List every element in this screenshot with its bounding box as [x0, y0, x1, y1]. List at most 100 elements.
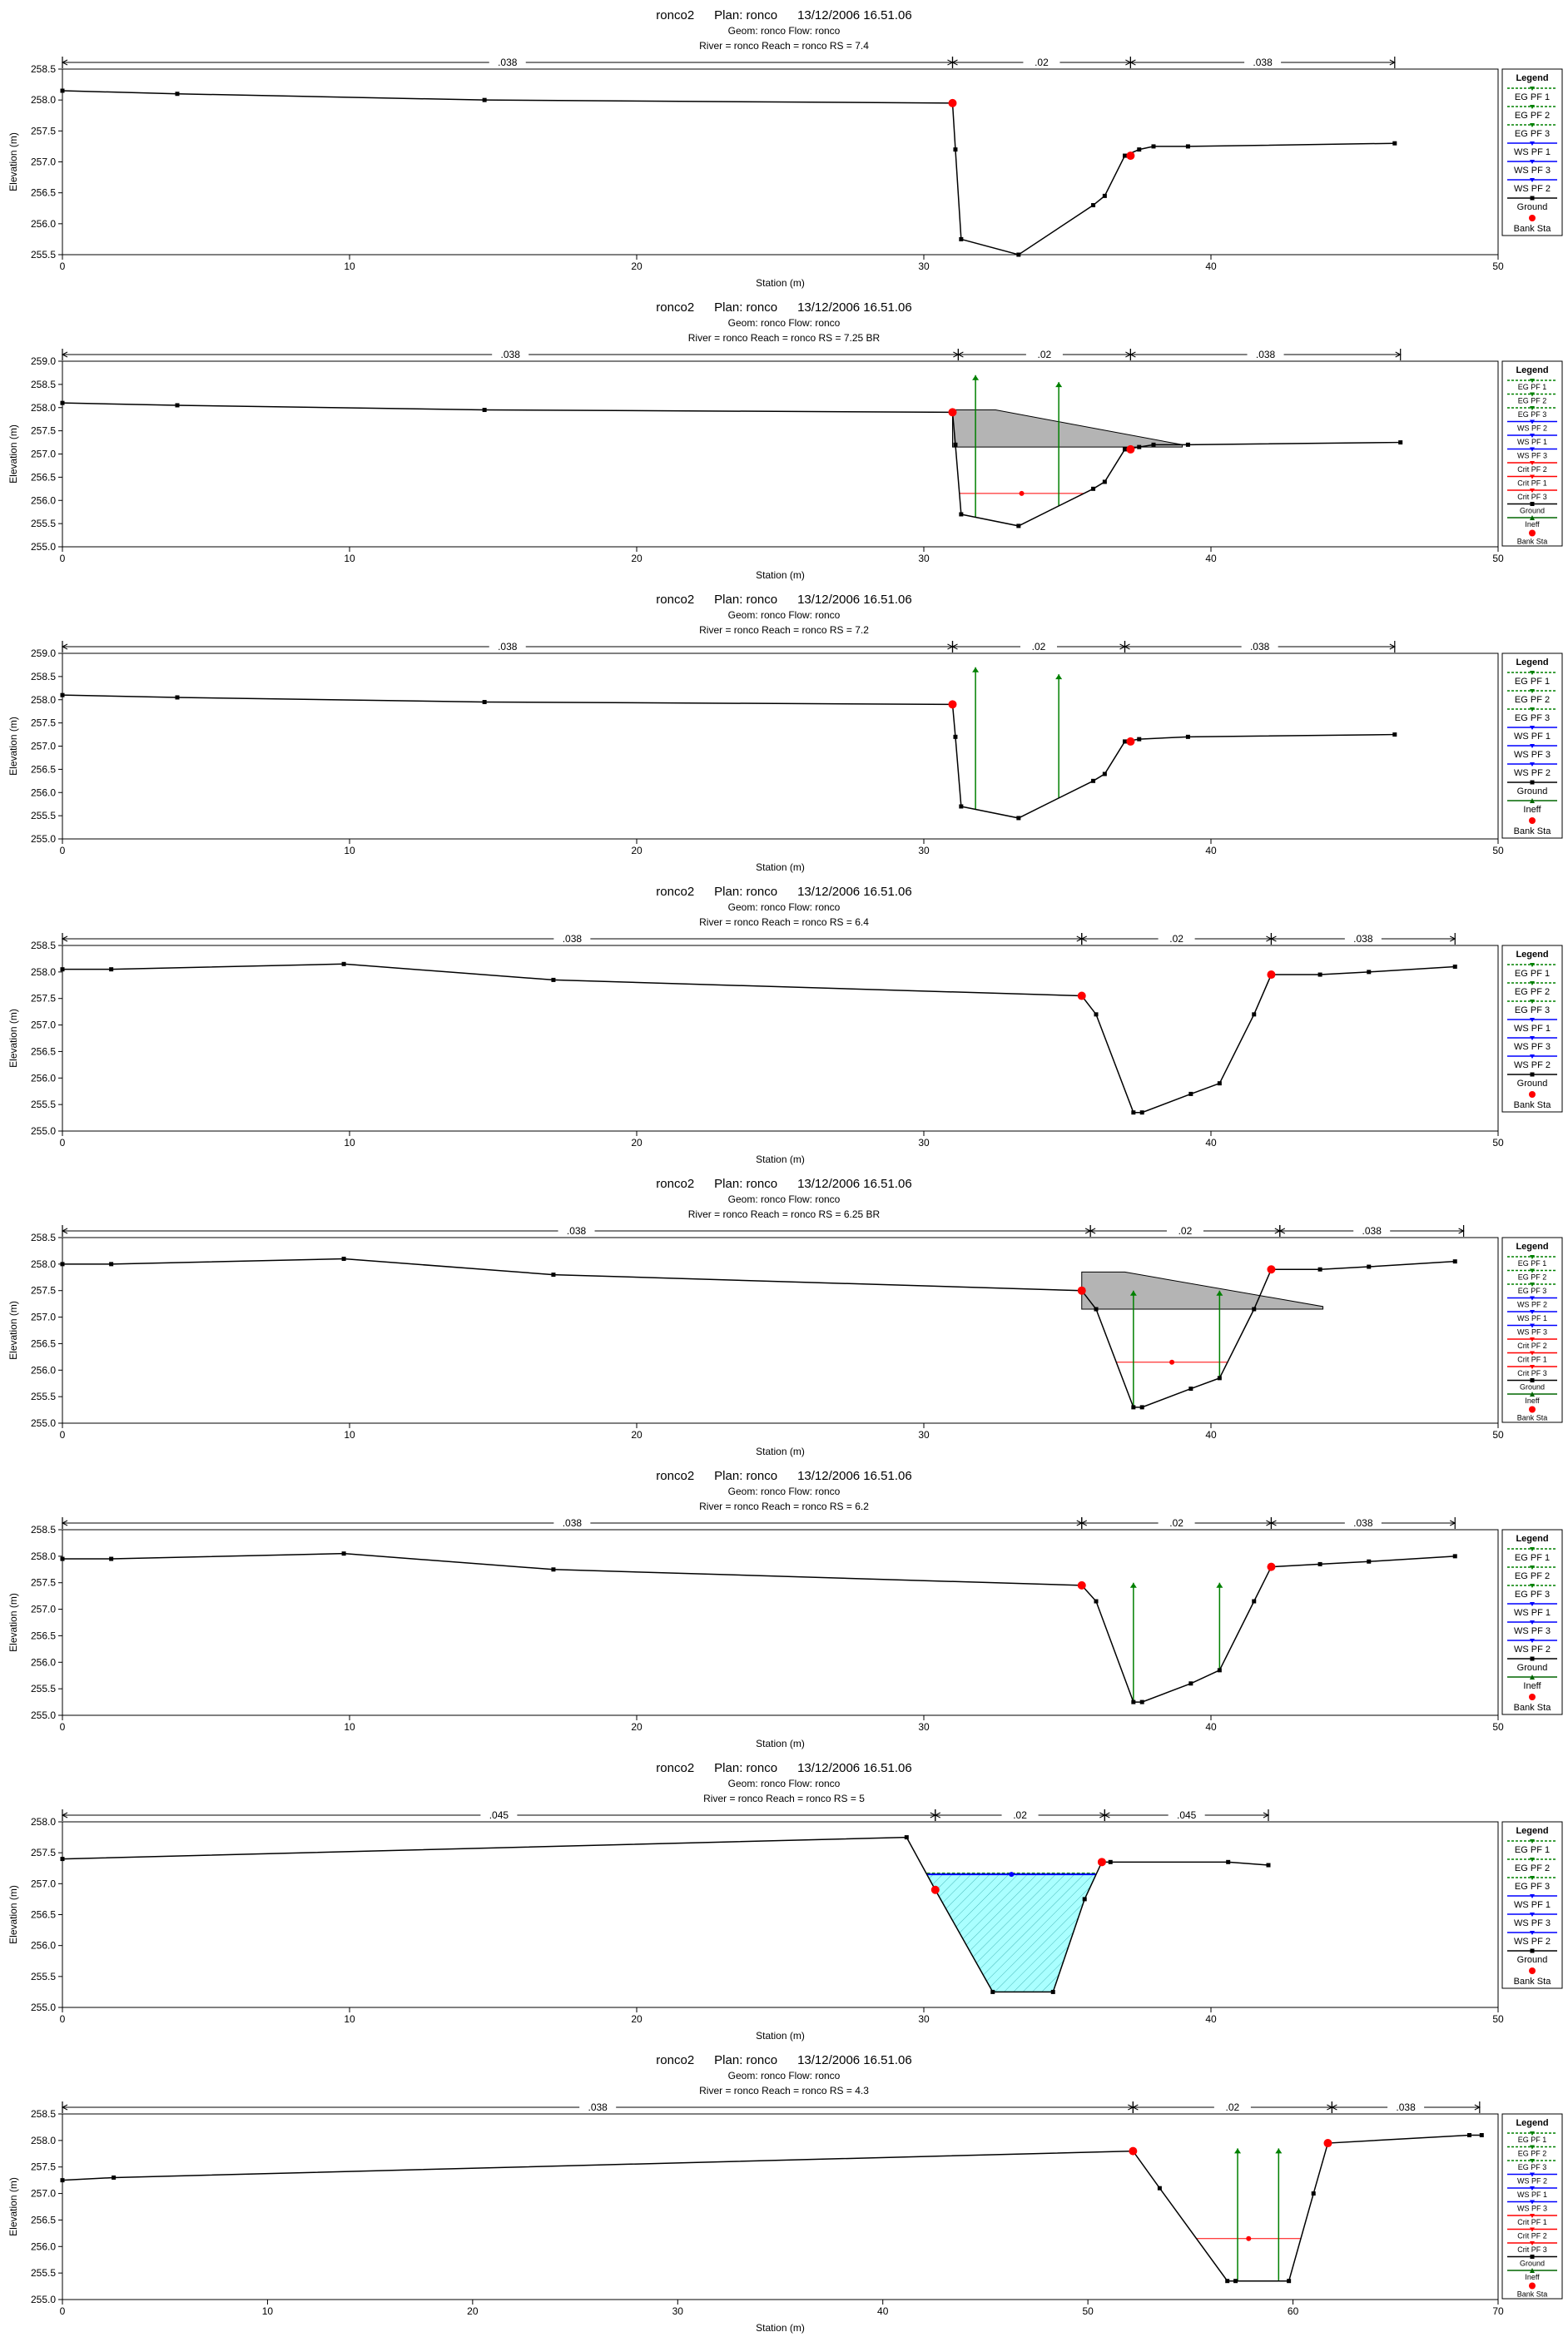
n-value-arrow — [1278, 1228, 1286, 1234]
crit-marker — [1169, 1359, 1175, 1365]
ground-point — [1392, 141, 1397, 146]
x-tick-label: 10 — [344, 553, 355, 564]
legend-marker — [1530, 762, 1535, 767]
legend-label: EG PF 1 — [1518, 383, 1547, 391]
cross-section-panel: ronco2 Plan: ronco 13/12/2006 16.51.06 Geom… — [0, 2045, 1568, 2337]
legend-label: WS PF 1 — [1514, 1608, 1551, 1618]
n-value-arrow — [934, 1812, 941, 1818]
legend-label: EG PF 2 — [1518, 397, 1547, 405]
legend-marker — [1530, 392, 1535, 397]
legend-marker — [1529, 1406, 1536, 1413]
legend-marker — [1530, 1931, 1535, 1935]
bank-station — [1267, 1562, 1276, 1571]
y-tick-label: 256.5 — [31, 1630, 56, 1641]
legend-label: WS PF 1 — [1514, 1024, 1551, 1034]
legend-box — [1501, 68, 1563, 236]
legend-label: EG PF 2 — [1518, 1273, 1547, 1282]
ineffective-flow-arrow — [972, 667, 980, 672]
ground-point — [1091, 778, 1096, 783]
legend-label: Ground — [1517, 1079, 1548, 1089]
legend-label: EG PF 2 — [1515, 1863, 1550, 1873]
panel-subtitle: Geom: ronco Flow: ronco — [727, 25, 841, 37]
y-tick-label: 256.0 — [31, 1940, 56, 1952]
n-value-arrow — [1129, 59, 1136, 66]
ground-point — [109, 1556, 114, 1561]
legend-marker — [1530, 744, 1535, 748]
x-tick-label: 40 — [1205, 553, 1217, 564]
n-value-arrow — [1270, 1520, 1277, 1526]
cross-section-chart: .038 .02 .038 0 10 20 30 40 50 255.0 255.5 256.0 256… — [7, 1225, 1563, 1457]
project-name: ronco2 — [656, 2053, 695, 2067]
legend-label: WS PF 2 — [1517, 424, 1547, 433]
ineffective-flow-arrow — [1216, 1290, 1223, 1296]
reach-line: River = ronco Reach = ronco RS = 6.4 — [699, 916, 869, 928]
run-date: 13/12/2006 16.51.06 — [797, 8, 912, 22]
plan-name: Plan: ronco — [714, 1469, 778, 1483]
legend-marker — [1530, 1323, 1535, 1328]
legend-title: Legend — [1516, 365, 1548, 375]
plan-name: Plan: ronco — [714, 885, 778, 899]
y-axis-label: Elevation (m) — [7, 717, 19, 776]
cross-section-panel: ronco2 Plan: ronco 13/12/2006 16.51.06 Geom… — [0, 584, 1568, 876]
panel-title: ronco2 Plan: ronco 13/12/2006 16.51.06 — [0, 8, 1568, 22]
legend-label: EG PF 1 — [1515, 677, 1550, 687]
ground-point — [1137, 147, 1142, 152]
n-value-arrow — [951, 643, 958, 650]
ineffective-flow-arrow — [1216, 1582, 1223, 1588]
legend-marker — [1530, 1365, 1535, 1369]
bank-station — [1129, 2146, 1138, 2156]
ground-point — [1131, 1405, 1136, 1410]
legend-label: WS PF 3 — [1514, 1918, 1551, 1928]
y-tick-label: 257.0 — [31, 449, 56, 460]
legend-marker — [1530, 1602, 1535, 1606]
legend-marker — [1530, 671, 1535, 675]
legend-label: WS PF 3 — [1517, 452, 1547, 460]
legend-title: Legend — [1516, 1534, 1548, 1544]
x-tick-label: 10 — [344, 1429, 355, 1441]
x-tick-label: 0 — [60, 845, 66, 856]
legend-label: EG PF 3 — [1518, 410, 1547, 419]
legend-marker — [1530, 2186, 1535, 2191]
ground-point — [953, 442, 958, 447]
y-tick-label: 255.0 — [31, 2294, 56, 2305]
x-tick-label: 40 — [1205, 1721, 1217, 1733]
legend-label: EG PF 3 — [1518, 2163, 1547, 2171]
ground-point — [1217, 1376, 1222, 1381]
run-date: 13/12/2006 16.51.06 — [797, 300, 912, 315]
reach-line: River = ronco Reach = ronco RS = 4.3 — [699, 2085, 869, 2096]
legend-marker — [1530, 1392, 1535, 1397]
legend-marker — [1530, 689, 1535, 693]
ground-point — [341, 961, 346, 966]
cross-section-chart: .038 .02 .038 0 10 20 30 40 50 255.0 255.5 256.0 256… — [7, 933, 1563, 1165]
n-value-arrow — [1263, 1812, 1270, 1818]
x-tick-label: 10 — [344, 845, 355, 856]
y-tick-label: 256.5 — [31, 187, 56, 199]
ground-point — [1137, 737, 1142, 742]
run-date: 13/12/2006 16.51.06 — [797, 2053, 912, 2067]
ground-point — [1398, 440, 1403, 445]
x-tick-label: 50 — [1492, 845, 1504, 856]
ground-point — [959, 512, 964, 517]
reach-line: River = ronco Reach = ronco RS = 5 — [703, 1793, 865, 1804]
x-tick-label: 40 — [1205, 1429, 1217, 1441]
x-tick-label: 20 — [631, 2013, 643, 2025]
y-tick-label: 258.5 — [31, 1232, 56, 1243]
legend-label: WS PF 3 — [1517, 2205, 1547, 2213]
legend-marker — [1530, 178, 1535, 182]
n-value-label: .02 — [1032, 641, 1046, 652]
plan-name: Plan: ronco — [714, 1761, 778, 1775]
legend-label: Ineff — [1523, 805, 1541, 815]
panel-title: ronco2 Plan: ronco 13/12/2006 16.51.06 — [0, 1469, 1568, 1483]
crit-marker — [1246, 2235, 1252, 2241]
ground-point — [953, 147, 958, 152]
legend-marker — [1530, 981, 1535, 985]
ground-point — [1091, 203, 1096, 208]
y-tick-label: 256.5 — [31, 1337, 56, 1349]
cross-section-panel: ronco2 Plan: ronco 13/12/2006 16.51.06 Geom… — [0, 1753, 1568, 2045]
ground-point — [1050, 1989, 1055, 1994]
y-tick-label: 259.0 — [31, 648, 56, 659]
crit-marker — [1019, 490, 1025, 496]
bank-station — [1323, 2139, 1332, 2148]
legend-title: Legend — [1516, 1242, 1548, 1252]
x-tick-label: 30 — [672, 2305, 684, 2317]
